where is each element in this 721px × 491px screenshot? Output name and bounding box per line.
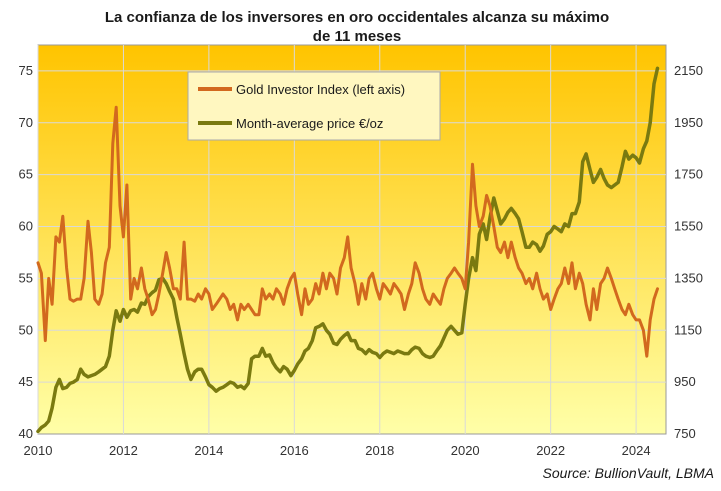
right-axis-tick-label: 1550 [674,219,703,234]
x-axis-tick-label: 2022 [536,443,565,458]
x-axis-tick-label: 2012 [109,443,138,458]
legend-label-gold-investor-index: Gold Investor Index (left axis) [236,82,405,97]
x-axis-ticks: 2010 2012 2014 2016 2018 2020 2022 2024 [24,443,651,458]
right-axis-tick-label: 1750 [674,167,703,182]
legend-label-price: Month-average price €/oz [236,116,383,131]
x-axis-tick-label: 2010 [24,443,53,458]
left-axis-tick-label: 45 [19,374,33,389]
x-axis-tick-label: 2018 [365,443,394,458]
x-axis-tick-label: 2016 [280,443,309,458]
right-axis-tick-label: 1150 [674,322,702,337]
right-axis-tick-label: 2150 [674,63,703,78]
series-lines [36,66,660,434]
x-axis-tick-label: 2024 [622,443,651,458]
right-axis-tick-label: 1950 [674,115,703,130]
x-axis-tick-label: 2020 [451,443,480,458]
left-axis-tick-label: 40 [19,426,33,441]
legend: Gold Investor Index (left axis) Month-av… [187,71,441,141]
series-line-price [36,66,660,434]
left-axis-tick-label: 50 [19,322,33,337]
chart-title-line-2: de 11 meses [313,28,401,45]
source-note: Source: BullionVault, LBMA [543,465,714,481]
series-line-gold-investor-index [36,105,659,358]
right-axis-tick-label: 1350 [674,270,703,285]
right-axis-tick-label: 950 [674,374,696,389]
left-axis-ticks: 40 45 50 55 60 65 70 75 [19,63,33,441]
left-axis-tick-label: 55 [19,270,33,285]
left-axis-tick-label: 60 [19,219,33,234]
right-axis-tick-label: 750 [674,426,696,441]
left-axis-tick-label: 65 [19,167,33,182]
chart-title-line-1: La confianza de los inversores en oro oc… [105,9,609,26]
x-axis-tick-label: 2014 [194,443,223,458]
right-axis-ticks: 750 950 1150 1350 1550 1750 1950 2150 [674,63,703,441]
left-axis-tick-label: 75 [19,63,33,78]
left-axis-tick-label: 70 [19,115,33,130]
legend-box [187,71,441,141]
